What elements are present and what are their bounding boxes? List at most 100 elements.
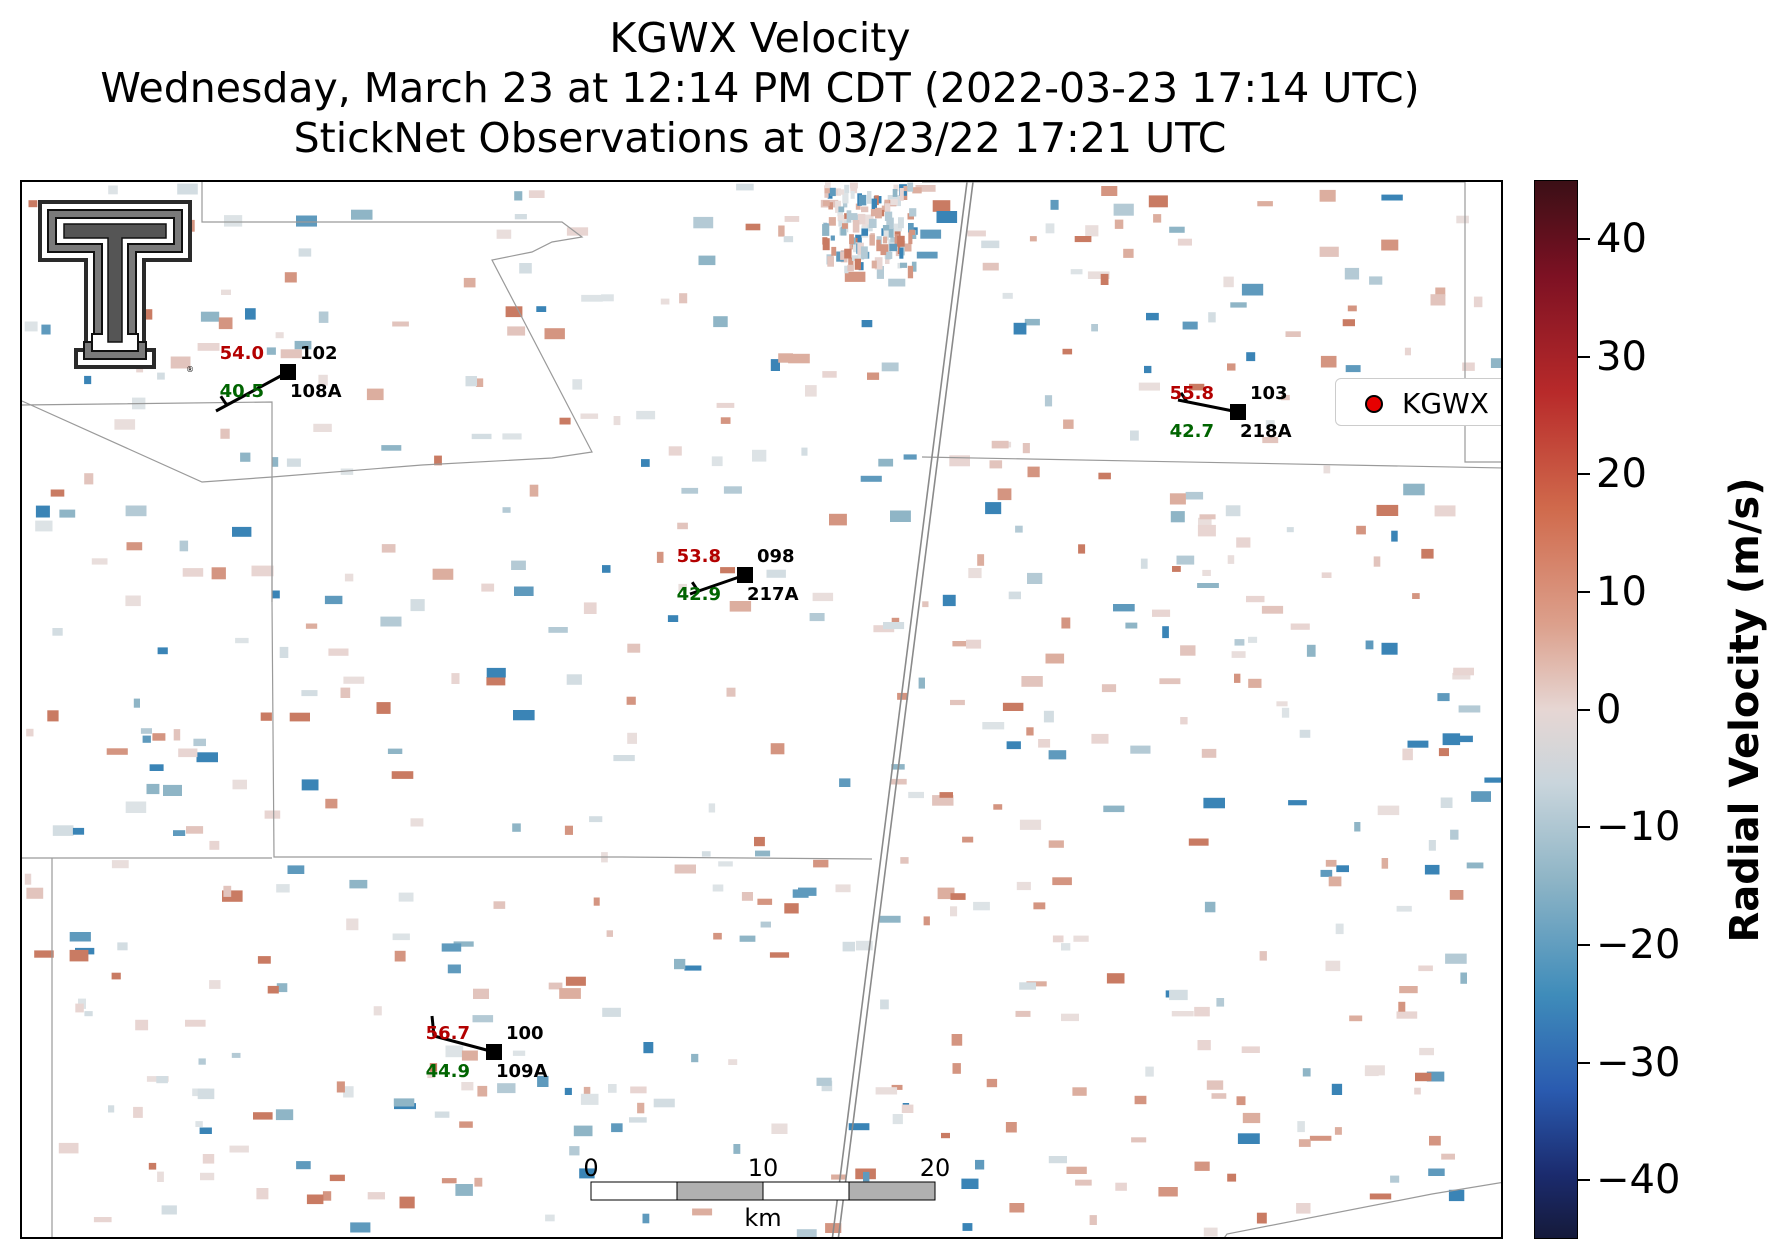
velocity-pixel <box>1009 1203 1025 1213</box>
velocity-pixel <box>886 251 893 259</box>
velocity-pixel <box>904 243 912 252</box>
velocity-pixel <box>392 321 409 327</box>
velocity-pixel <box>329 1174 345 1182</box>
velocity-pixel <box>1176 555 1195 565</box>
velocity-pixel <box>908 791 924 799</box>
velocity-pixel <box>849 234 854 245</box>
velocity-pixel <box>883 229 889 241</box>
velocity-pixel <box>1024 318 1040 326</box>
velocity-pixel <box>47 710 59 722</box>
velocity-pixel <box>1320 355 1337 368</box>
velocity-pixel <box>909 208 917 217</box>
velocity-pixel <box>842 223 848 229</box>
velocity-pixel <box>1073 935 1089 942</box>
velocity-pixel <box>890 199 898 206</box>
velocity-pixel <box>660 298 670 305</box>
velocity-pixel <box>855 234 862 243</box>
velocity-pixel <box>711 456 723 467</box>
velocity-pixel <box>693 216 714 229</box>
station-temperature: 56.7 <box>426 1023 470 1044</box>
velocity-pixel <box>840 251 848 260</box>
velocity-pixel <box>1424 864 1440 875</box>
velocity-pixel <box>1013 322 1027 335</box>
velocity-pixel <box>1234 673 1241 683</box>
velocity-pixel <box>52 825 74 836</box>
velocity-pixel <box>296 1161 311 1170</box>
velocity-pixel <box>601 294 614 302</box>
velocity-pixel <box>465 376 477 387</box>
velocity-pixel <box>1321 572 1332 578</box>
velocity-pixel <box>1381 194 1403 201</box>
colorbar-tick-label: −20 <box>1596 921 1681 968</box>
colorbar-tick-label: 10 <box>1596 568 1647 615</box>
velocity-pixel <box>1089 1215 1097 1225</box>
station-marker <box>486 1044 502 1060</box>
velocity-pixel <box>1365 640 1374 650</box>
velocity-pixel <box>852 255 859 261</box>
velocity-pixel <box>716 402 735 408</box>
velocity-pixel <box>741 892 753 901</box>
velocity-pixel <box>1134 1095 1147 1105</box>
velocity-pixel <box>852 214 859 223</box>
velocity-pixel <box>475 378 484 387</box>
station-217A[interactable]: 53.8 098 42.9 217A <box>677 546 799 605</box>
velocity-pixel <box>566 227 589 236</box>
velocity-pixel <box>993 804 1003 810</box>
velocity-pixel <box>729 601 752 612</box>
velocity-pixel <box>1091 324 1098 332</box>
velocity-pixel <box>1026 727 1034 736</box>
radar-map[interactable]: 54.0 102 40.5 108A 55.8 103 42.7 218A 53.8 098 42.… <box>20 180 1503 1239</box>
velocity-pixel <box>1026 981 1047 987</box>
station-109A[interactable]: 56.7 100 44.9 109A <box>426 1015 548 1082</box>
station-108A[interactable]: 54.0 102 40.5 108A <box>215 343 342 413</box>
velocity-pixel <box>967 230 986 237</box>
velocity-pixel <box>1354 822 1361 832</box>
velocity-pixel <box>1328 876 1342 887</box>
velocity-pixel <box>434 1111 450 1118</box>
velocity-pixel <box>1158 1187 1178 1197</box>
velocity-pixel <box>275 1109 294 1121</box>
velocity-pixel <box>537 1075 549 1087</box>
velocity-pixel <box>135 1019 149 1031</box>
velocity-pixel <box>1006 741 1021 750</box>
velocity-pixel <box>1456 215 1469 224</box>
station-id: 109A <box>496 1061 548 1082</box>
velocity-pixel <box>844 265 849 274</box>
velocity-pixel <box>1241 283 1264 296</box>
velocity-pixel <box>831 246 837 256</box>
velocity-pixel <box>1262 437 1279 444</box>
velocity-pixel <box>298 248 312 257</box>
velocity-pixel <box>937 887 955 900</box>
velocity-pixel <box>796 1229 817 1237</box>
velocity-pixel <box>427 1069 436 1079</box>
velocity-pixel <box>876 239 881 252</box>
velocity-pixel <box>1113 604 1135 612</box>
velocity-pixel <box>643 1042 654 1054</box>
velocity-pixel <box>1236 1096 1246 1106</box>
velocity-pixel <box>889 243 898 252</box>
wind-barb <box>433 1034 495 1054</box>
station-218A[interactable]: 55.8 103 42.7 218A <box>1170 383 1292 442</box>
velocity-pixel <box>912 187 922 194</box>
velocity-pixel <box>276 983 288 993</box>
velocity-pixel <box>1223 276 1234 288</box>
velocity-pixel <box>514 586 534 596</box>
station-probe-id: 103 <box>1250 383 1288 404</box>
velocity-pixel <box>1162 626 1169 639</box>
velocity-pixel <box>1248 636 1258 643</box>
velocity-pixel <box>784 903 799 914</box>
velocity-pixel <box>613 755 635 762</box>
velocity-pixel <box>822 200 830 206</box>
colorbar-tick-mark <box>1578 943 1590 946</box>
velocity-pixel <box>35 520 53 532</box>
velocity-pixel <box>1169 989 1188 1001</box>
velocity-pixel <box>1050 199 1059 210</box>
velocity-pixel <box>1033 902 1046 910</box>
velocity-pixel <box>915 185 936 192</box>
velocity-pixel <box>559 417 571 425</box>
velocity-pixel <box>831 1174 846 1180</box>
velocity-pixel <box>723 486 742 494</box>
scalebar-unit: km <box>744 1204 781 1232</box>
velocity-pixel <box>579 1168 595 1179</box>
velocity-pixel <box>989 460 1003 469</box>
